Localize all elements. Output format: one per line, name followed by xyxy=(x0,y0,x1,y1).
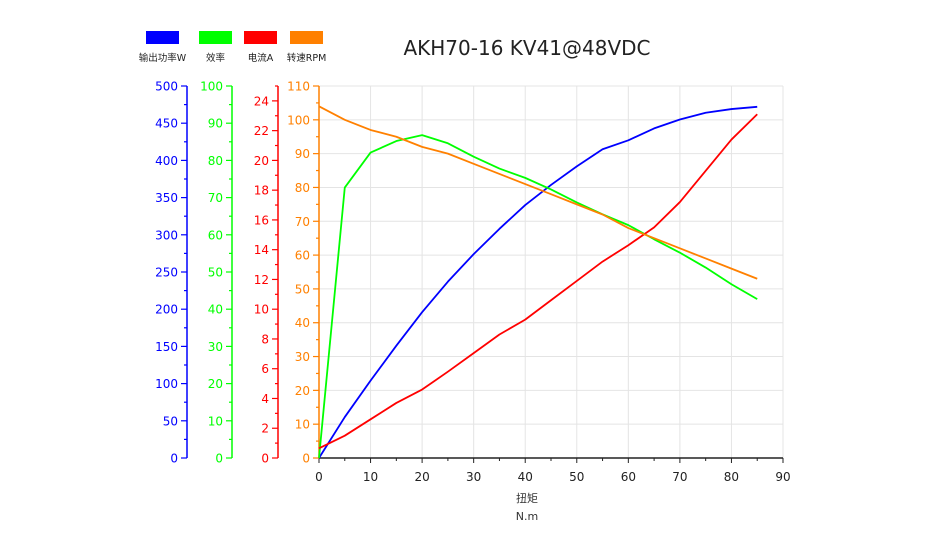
rpm-tick-label: 90 xyxy=(295,147,310,161)
power-tick-label: 0 xyxy=(170,452,178,466)
power-tick-label: 100 xyxy=(155,377,178,391)
rpm-tick-label: 10 xyxy=(295,418,310,432)
efficiency-tick-label: 50 xyxy=(208,266,223,280)
current-tick-label: 18 xyxy=(254,184,269,198)
x-tick-label: 0 xyxy=(315,470,323,484)
current-tick-label: 22 xyxy=(254,124,269,138)
series-line-rpm xyxy=(318,105,758,280)
x-axis-unit: N.m xyxy=(516,510,538,523)
current-tick-label: 8 xyxy=(261,332,269,346)
efficiency-tick-label: 100 xyxy=(200,80,223,94)
current-tick-label: 6 xyxy=(261,362,269,376)
series-line-efficiency xyxy=(318,134,758,459)
power-tick-label: 200 xyxy=(155,303,178,317)
current-tick-label: 2 xyxy=(261,422,269,436)
efficiency-tick-label: 40 xyxy=(208,303,223,317)
x-tick-label: 90 xyxy=(775,470,790,484)
current-tick-label: 12 xyxy=(254,273,269,287)
legend: 输出功率W 效率 电流A 转速RPM xyxy=(139,31,326,64)
power-tick-label: 400 xyxy=(155,154,178,168)
axes: 0 10 20 30 40 50 60 70 80 90050100150200250300350… xyxy=(155,80,791,485)
grid xyxy=(319,85,784,458)
rpm-tick-label: 100 xyxy=(287,113,310,127)
chart-title: AKH70-16 KV41@48VDC xyxy=(403,36,650,60)
power-tick-label: 250 xyxy=(155,266,178,280)
legend-label-efficiency: 效率 xyxy=(206,52,226,64)
x-tick-label: 20 xyxy=(414,470,429,484)
legend-swatch-power xyxy=(146,31,179,44)
power-tick-label: 300 xyxy=(155,228,178,242)
current-tick-label: 4 xyxy=(261,392,269,406)
rpm-tick-label: 40 xyxy=(295,316,310,330)
x-tick-label: 50 xyxy=(569,470,584,484)
x-axis-label: 扭矩 xyxy=(516,491,538,505)
legend-swatch-current xyxy=(244,31,277,44)
rpm-tick-label: 20 xyxy=(295,384,310,398)
power-tick-label: 150 xyxy=(155,340,178,354)
current-tick-label: 10 xyxy=(254,303,269,317)
rpm-tick-label: 60 xyxy=(295,249,310,263)
current-tick-label: 14 xyxy=(254,243,269,257)
x-tick-label: 70 xyxy=(672,470,687,484)
series-line-power xyxy=(318,105,758,459)
rpm-tick-label: 0 xyxy=(302,452,310,466)
power-tick-label: 350 xyxy=(155,191,178,205)
efficiency-tick-label: 0 xyxy=(215,452,223,466)
current-tick-label: 16 xyxy=(254,213,269,227)
x-tick-label: 40 xyxy=(518,470,533,484)
efficiency-tick-label: 70 xyxy=(208,191,223,205)
efficiency-tick-label: 20 xyxy=(208,377,223,391)
x-tick-label: 30 xyxy=(466,470,481,484)
efficiency-tick-label: 90 xyxy=(208,117,223,131)
rpm-tick-label: 50 xyxy=(295,282,310,296)
legend-swatch-efficiency xyxy=(199,31,232,44)
power-tick-label: 50 xyxy=(163,414,178,428)
efficiency-tick-label: 80 xyxy=(208,154,223,168)
rpm-tick-label: 80 xyxy=(295,181,310,195)
legend-label-power: 输出功率W xyxy=(139,52,187,64)
legend-label-current: 电流A xyxy=(248,52,274,64)
power-tick-label: 450 xyxy=(155,117,178,131)
x-tick-label: 80 xyxy=(724,470,739,484)
series-line-current xyxy=(318,113,758,450)
rpm-tick-label: 110 xyxy=(287,80,310,94)
rpm-tick-label: 30 xyxy=(295,350,310,364)
legend-label-rpm: 转速RPM xyxy=(287,52,327,64)
current-tick-label: 0 xyxy=(261,452,269,466)
x-tick-label: 60 xyxy=(621,470,636,484)
current-tick-label: 20 xyxy=(254,154,269,168)
series-lines xyxy=(318,105,758,459)
x-tick-label: 10 xyxy=(363,470,378,484)
power-tick-label: 500 xyxy=(155,80,178,94)
rpm-tick-label: 70 xyxy=(295,215,310,229)
current-tick-label: 24 xyxy=(254,94,269,108)
efficiency-tick-label: 60 xyxy=(208,228,223,242)
efficiency-tick-label: 30 xyxy=(208,340,223,354)
efficiency-tick-label: 10 xyxy=(208,414,223,428)
legend-swatch-rpm xyxy=(290,31,323,44)
